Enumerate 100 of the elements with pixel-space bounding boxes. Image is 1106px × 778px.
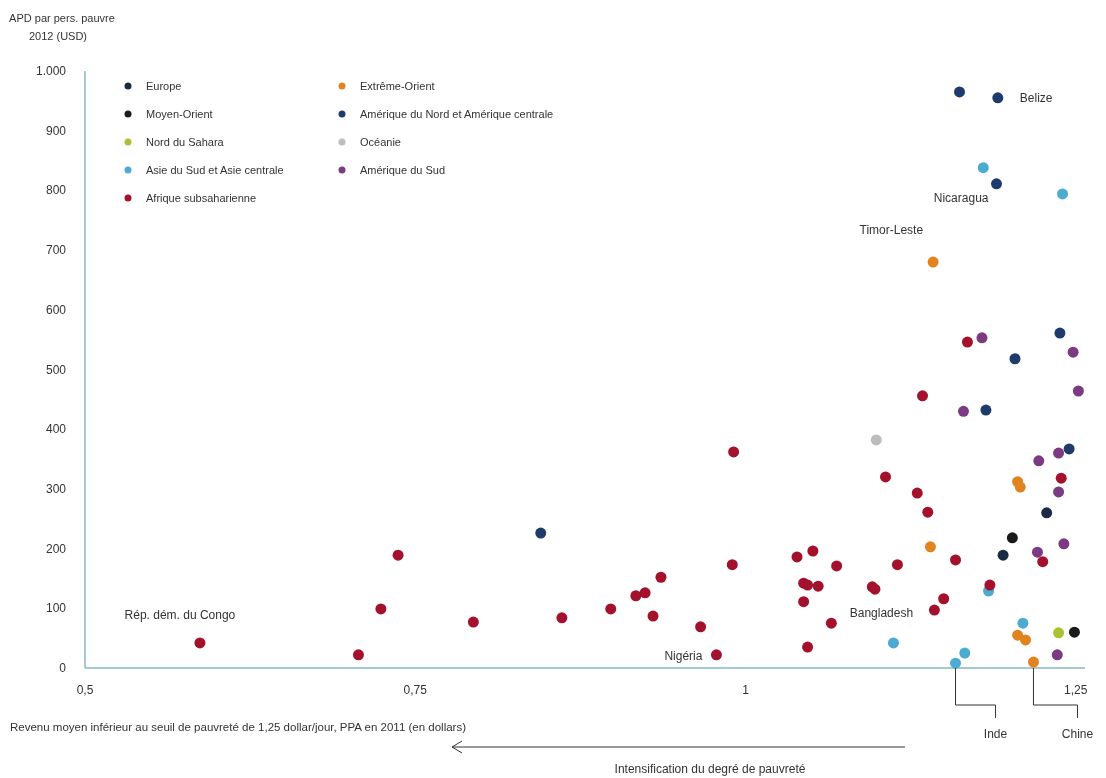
point (1017, 617, 1029, 629)
point (375, 603, 387, 615)
point (927, 256, 939, 268)
point (961, 336, 973, 348)
x-axis-title: Revenu moyen inférieur au seuil de pauvreté de 1,25 dollar/jour, PPA en 2011 (en dollars) (10, 721, 467, 733)
point (1051, 649, 1063, 661)
point (870, 434, 882, 446)
point (928, 604, 940, 616)
point (980, 404, 992, 416)
x-tick-label: 1,25 (1064, 683, 1088, 697)
y-tick-label: 600 (45, 302, 67, 317)
point (977, 162, 989, 174)
annotation: Inde (983, 727, 1008, 741)
point (807, 545, 819, 557)
point (1037, 556, 1049, 568)
point (911, 487, 923, 499)
point (695, 621, 707, 633)
point (728, 446, 740, 458)
point (605, 603, 617, 615)
point (1053, 447, 1065, 459)
point (639, 587, 651, 599)
point (1053, 486, 1065, 498)
point (984, 579, 996, 591)
point (891, 559, 903, 571)
point (1067, 346, 1079, 358)
point (1041, 507, 1053, 519)
point (1072, 385, 1084, 397)
legend-label: Amérique du Nord et Amérique centrale (360, 108, 554, 120)
point (1055, 472, 1067, 484)
legend-label: Océanie (360, 136, 401, 148)
x-tick-label: 1 (742, 683, 750, 697)
point (950, 657, 962, 669)
point (1053, 627, 1065, 639)
point (1068, 626, 1080, 638)
x-tick-label: 0,5 (76, 683, 94, 697)
point (990, 178, 1002, 190)
point (812, 580, 824, 592)
point (802, 579, 814, 591)
point (880, 471, 892, 483)
point (798, 596, 810, 608)
point (791, 551, 803, 563)
annotation: Bangladesh (849, 605, 914, 620)
x-tick-label: 0,75 (403, 683, 428, 697)
point (194, 637, 206, 649)
legend-label: Afrique subsaharienne (146, 192, 257, 204)
point (1027, 656, 1039, 668)
point (957, 405, 969, 417)
point (1033, 455, 1045, 467)
legend-label: Moyen-Orient (146, 108, 213, 120)
point (1057, 188, 1069, 200)
point (1014, 481, 1026, 493)
point (710, 649, 722, 661)
legend-label: Asie du Sud et Asie centrale (146, 164, 284, 176)
point (467, 616, 479, 628)
point (976, 332, 988, 344)
y-tick-label: 0 (59, 661, 67, 675)
point (1009, 353, 1021, 365)
point (831, 560, 843, 572)
point (887, 637, 899, 649)
point (1063, 443, 1075, 455)
y-tick-label: 400 (45, 422, 67, 437)
legend-label: Nord du Sahara (146, 136, 225, 148)
annotation: Rép. dém. du Congo (124, 607, 236, 622)
point (938, 593, 950, 605)
point (917, 390, 929, 402)
point (1006, 532, 1018, 544)
y-tick-label: 1.000 (35, 64, 67, 78)
point (655, 571, 667, 583)
y-tick-label: 100 (45, 601, 67, 616)
annotation: Belize (1019, 90, 1053, 105)
point (992, 92, 1004, 104)
point (954, 86, 966, 98)
point (922, 506, 934, 518)
y-tick-label: 900 (45, 123, 67, 138)
legend-label: Extrême-Orient (360, 80, 435, 92)
point (950, 554, 962, 566)
legend-label: Amérique du Sud (360, 164, 445, 176)
annotation: Nigéria (664, 648, 703, 663)
point (647, 610, 659, 622)
point (1054, 327, 1066, 339)
point (1020, 634, 1032, 646)
y-tick-label: 700 (45, 243, 67, 258)
y-tick-label: 200 (45, 541, 67, 556)
point (726, 559, 738, 571)
annotation: Timor-Leste (859, 223, 924, 238)
point (825, 617, 837, 629)
text: Intensification du degré de pauvreté (614, 762, 806, 776)
point (392, 549, 404, 561)
point (802, 641, 814, 653)
annotation: Nicaragua (933, 190, 989, 205)
legend-label: Europe (146, 80, 182, 92)
y-axis-title: APD par pers. pauvre 2012 (USD) (9, 12, 115, 42)
point (997, 549, 1009, 561)
point (1031, 546, 1043, 558)
y-tick-label: 300 (45, 481, 67, 496)
point (630, 590, 642, 602)
annotation: Chine (1061, 727, 1094, 741)
point (1058, 538, 1070, 550)
y-tick-label: 500 (45, 362, 67, 377)
point (924, 541, 936, 553)
